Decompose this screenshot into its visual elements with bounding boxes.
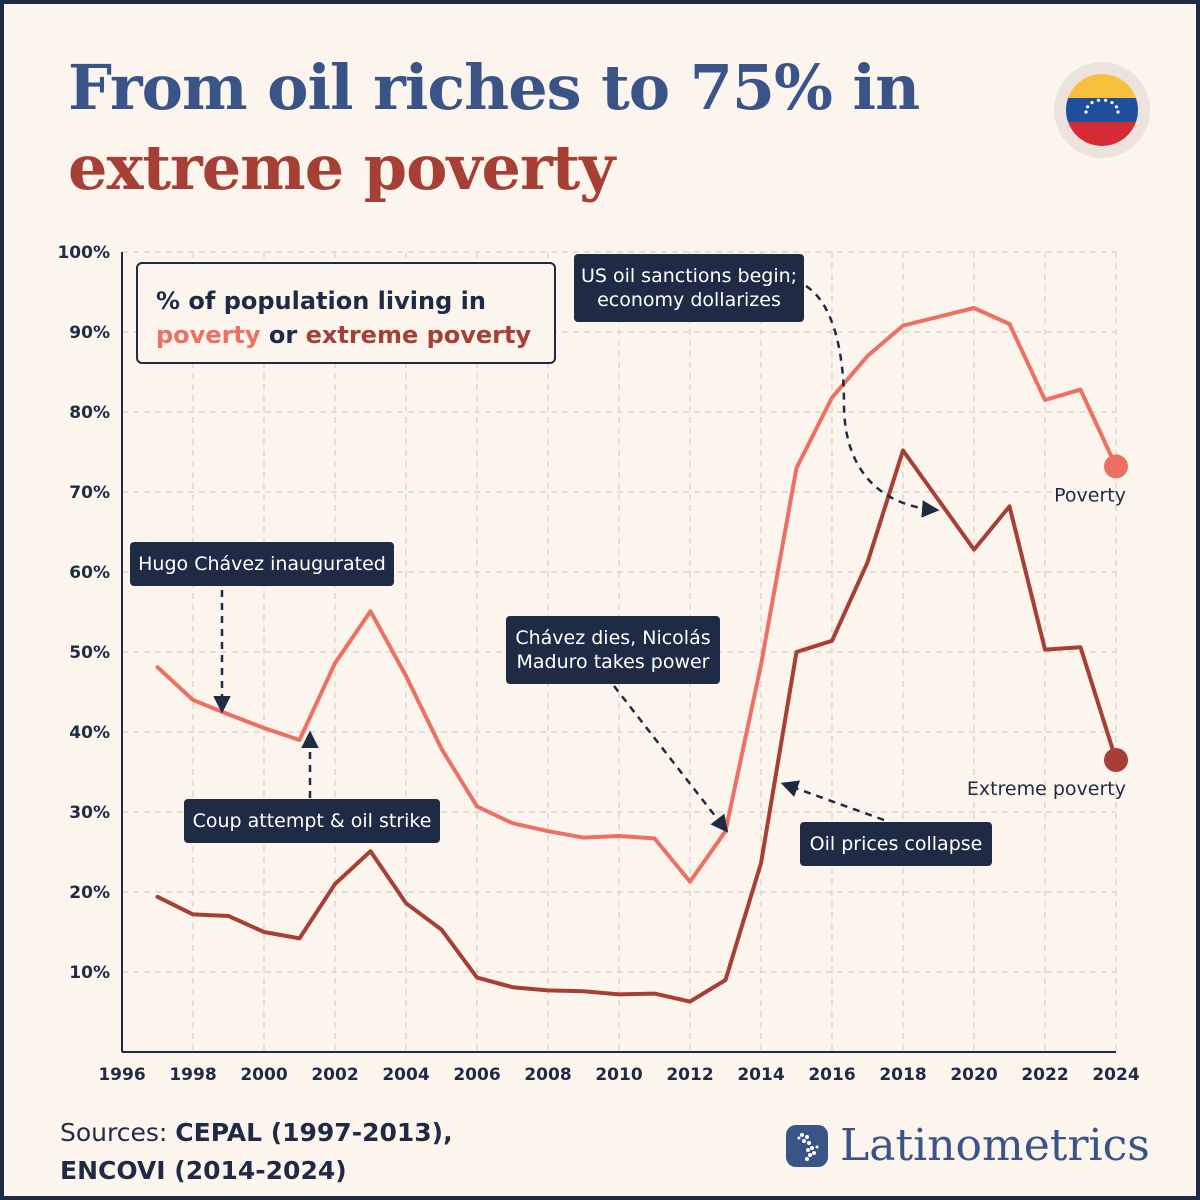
venezuela-flag-icon	[1054, 62, 1150, 158]
y-tick-label: 100%	[57, 243, 110, 263]
series-line-poverty	[155, 306, 1118, 884]
brand-logo: Latinometrics	[784, 1120, 1150, 1171]
x-tick-label: 2006	[453, 1065, 500, 1085]
y-tick-label: 70%	[69, 483, 110, 503]
endpoint-extreme-poverty	[1104, 748, 1128, 772]
title-line-2: extreme poverty	[68, 131, 615, 204]
x-tick-label: 2008	[524, 1065, 571, 1085]
x-tick-label: 2018	[879, 1065, 926, 1085]
series-label-poverty: Poverty	[1054, 484, 1126, 506]
y-tick-label: 40%	[69, 723, 110, 743]
series-line-extreme-poverty	[155, 448, 1118, 1004]
x-tick-label: 2022	[1021, 1065, 1068, 1085]
series-label-extreme-poverty: Extreme poverty	[967, 778, 1126, 800]
source-encovi: ENCOVI (2014-2024)	[60, 1156, 347, 1185]
y-tick-label: 80%	[69, 403, 110, 423]
annotation-maduro-line-1: Chávez dies, Nicolás	[515, 627, 711, 649]
x-tick-label: 2020	[950, 1065, 997, 1085]
arrow-sanctions	[805, 284, 940, 518]
sources-note: Sources: CEPAL (1997-2013), ENCOVI (2014…	[60, 1114, 453, 1190]
legend-poverty: poverty	[156, 321, 261, 349]
source-cepal: CEPAL (1997-2013),	[175, 1118, 453, 1147]
x-tick-label: 2004	[382, 1065, 429, 1085]
brand-name: Latinometrics	[840, 1120, 1150, 1171]
x-tick-label: 1996	[98, 1065, 145, 1085]
annotation-maduro: Chávez dies, Nicolás Maduro takes power	[506, 616, 720, 684]
annotation-sanctions-line-1: US oil sanctions begin;	[580, 265, 798, 287]
x-tick-label: 2012	[666, 1065, 713, 1085]
x-tick-label: 1998	[169, 1065, 216, 1085]
y-tick-label: 30%	[69, 803, 110, 823]
legend-line-1: % of population living in	[156, 287, 486, 315]
page-title: From oil riches to 75% in extreme povert…	[68, 48, 920, 208]
globe-icon	[786, 1124, 828, 1167]
x-tick-label: 2000	[240, 1065, 287, 1085]
annotation-oil-prices: Oil prices collapse	[800, 822, 992, 866]
y-tick-label: 90%	[69, 323, 110, 343]
arrow-maduro	[613, 685, 729, 833]
annotation-maduro-line-2: Maduro takes power	[516, 651, 710, 673]
y-tick-label: 10%	[69, 963, 110, 983]
x-tick-label: 2016	[808, 1065, 855, 1085]
x-tick-label: 2024	[1092, 1065, 1139, 1085]
sources-prefix: Sources:	[60, 1118, 176, 1147]
annotation-sanctions: US oil sanctions begin; economy dollariz…	[574, 254, 804, 322]
annotation-coup: Coup attempt & oil strike	[184, 799, 440, 843]
poverty-line-chart: 1996 1998 2000 2002 2004 2006 2008 2010 2012 2014…	[57, 243, 1139, 1085]
y-tick-label: 60%	[69, 563, 110, 583]
legend-line-2: poverty or extreme poverty	[156, 318, 536, 352]
chart-legend: % of population living in poverty or ext…	[136, 262, 556, 364]
y-tick-label: 50%	[69, 643, 110, 663]
legend-extreme-poverty: extreme poverty	[305, 321, 532, 349]
x-tick-label: 2002	[311, 1065, 358, 1085]
y-tick-label: 20%	[69, 883, 110, 903]
x-tick-label: 2010	[595, 1065, 642, 1085]
infographic-frame: From oil riches to 75% in extreme povert…	[4, 4, 1196, 1196]
annotation-sanctions-line-2: economy dollarizes	[597, 289, 781, 311]
x-tick-label: 2014	[737, 1065, 784, 1085]
annotation-chavez: Hugo Chávez inaugurated	[130, 542, 394, 586]
endpoint-poverty	[1104, 454, 1128, 479]
legend-or: or	[260, 321, 306, 349]
arrow-oil-prices	[780, 780, 885, 822]
title-line-1: From oil riches to 75% in	[68, 51, 920, 124]
